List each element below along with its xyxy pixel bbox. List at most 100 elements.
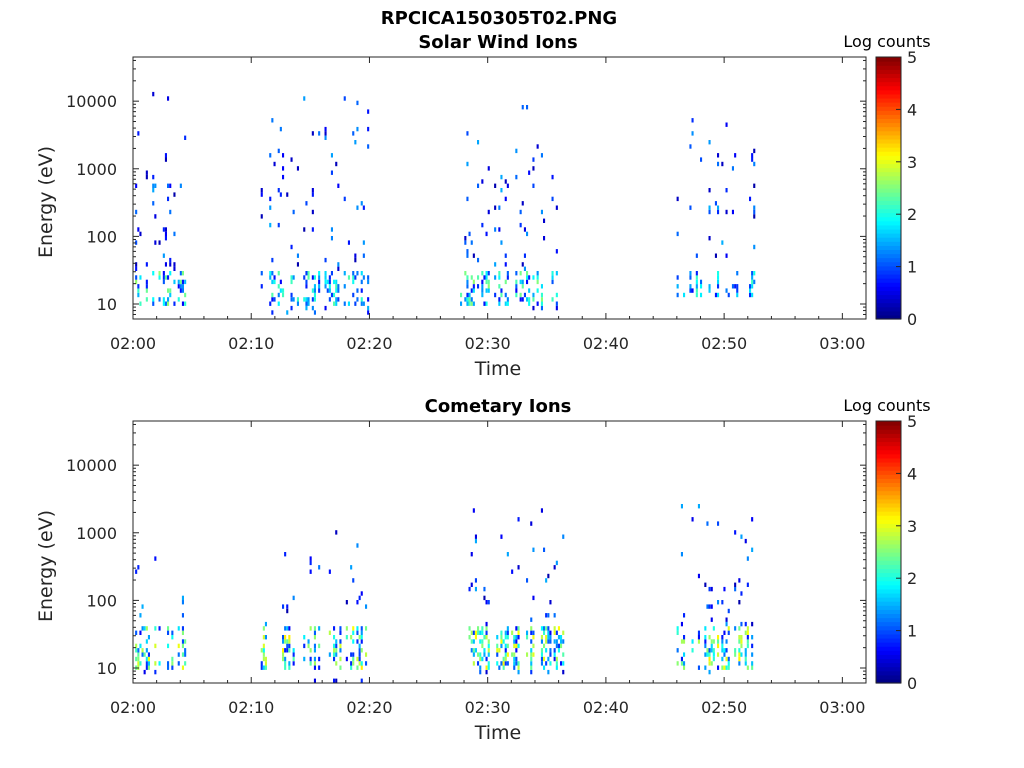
plot-area-solar-wind [133,57,866,319]
data-cell [352,661,355,666]
colorbar-segment [876,97,901,103]
data-cell [547,630,550,635]
data-cell [504,656,507,662]
data-cell [264,656,267,662]
data-cell [464,240,467,245]
data-cell [282,292,285,298]
data-cell [137,565,140,570]
data-cell [335,661,338,666]
colorbar-segment [876,114,901,119]
data-cell [504,292,507,298]
data-cell [515,288,518,293]
data-cell [555,301,558,306]
data-cell [725,621,728,627]
colorbar-segment [876,188,901,193]
data-cell [479,652,482,657]
data-cell [313,284,316,289]
colorbar-segment [876,314,901,320]
data-cell [725,665,728,670]
data-cell [751,517,754,522]
data-cell [530,630,533,635]
data-cell [553,565,556,570]
colorbar-segment [876,421,901,426]
colorbar-frame [875,56,902,320]
data-cell [549,639,552,644]
data-cell [727,626,730,631]
data-cell [167,630,170,635]
data-cell [288,639,291,644]
data-cell [305,284,308,289]
colorbar-segment [876,519,901,524]
colorbar-segment [876,662,901,668]
data-cell [290,279,293,285]
data-cell [481,222,484,228]
data-cell [734,530,737,535]
data-cell [164,157,167,162]
colorbar-segment [876,654,901,660]
colorbar-segment [876,588,901,594]
data-cell [367,126,370,132]
data-cell [513,652,516,657]
colorbar-segment [876,253,901,259]
data-cell [311,297,314,302]
data-cell [171,661,174,666]
x-tick-label: 03:00 [819,698,865,717]
data-cell [318,565,321,570]
data-cell [343,196,346,202]
data-cell [313,648,316,653]
data-cell [339,665,342,670]
data-cell [502,665,505,670]
data-cell [354,301,357,306]
data-cell [555,656,558,662]
data-cell [472,652,475,657]
data-cell [740,652,743,657]
x-tick-label: 02:30 [465,698,511,717]
data-cell [744,656,747,662]
data-cell [697,573,700,579]
data-cell [736,271,739,276]
data-cell [470,648,473,653]
data-cell [530,521,533,526]
x-tick-label: 02:30 [465,334,511,353]
colorbar-segment [876,286,901,291]
data-cell [324,279,327,285]
data-cell [557,648,560,653]
data-cell [736,292,739,298]
colorbar-segment [876,674,901,680]
data-cell [356,543,359,548]
data-cell [532,297,535,302]
data-cell [504,179,507,184]
data-cell [328,275,331,280]
y-tick-label: 100 [86,227,117,246]
data-cell [485,630,488,635]
data-cell [515,635,518,640]
colorbar-segment [876,527,901,533]
data-cell [137,131,140,136]
data-cell [523,253,526,258]
data-cell [460,292,463,298]
data-cell [468,635,471,640]
data-cell [474,635,477,640]
data-cell [751,547,754,552]
data-cell [485,275,488,280]
data-cell [173,231,176,237]
data-cell [519,271,522,276]
data-cell [282,288,285,293]
data-cell [279,126,282,132]
data-cell [710,639,713,644]
data-cell [352,652,355,657]
data-cell [551,174,554,180]
colorbar-segment [876,306,901,312]
x-tick-label: 02:50 [701,698,747,717]
data-cell [279,279,282,285]
data-cell [723,665,726,670]
data-cell [169,271,172,276]
data-cell [350,665,353,670]
colorbar-tick-label: 3 [907,517,917,536]
data-cell [697,635,700,640]
data-cell [481,643,484,649]
colorbar-segment [876,200,901,205]
data-cell [367,275,370,280]
data-cell [345,600,348,605]
colorbar-segment [876,282,901,287]
